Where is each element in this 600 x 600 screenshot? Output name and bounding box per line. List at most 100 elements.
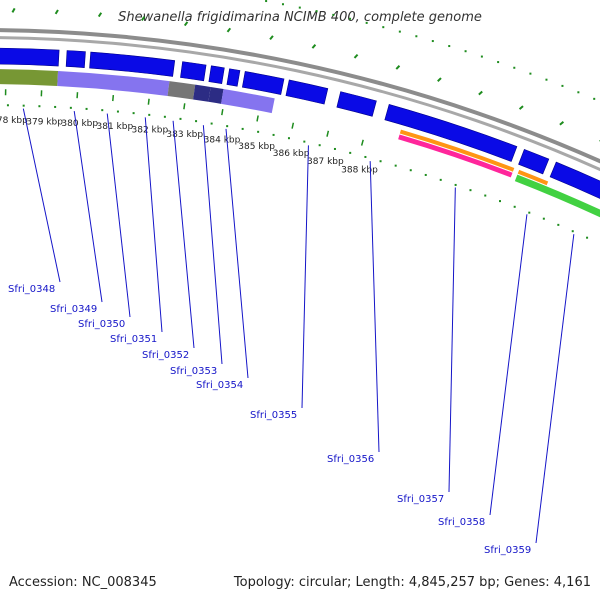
- gc-inner-dots: [163, 115, 166, 118]
- gc-outer-dots: [561, 84, 564, 87]
- gc-inner-dots: [439, 178, 442, 181]
- cds-block[interactable]: [226, 68, 241, 87]
- cog-block[interactable]: [167, 81, 196, 100]
- gene-label-sfri_0352[interactable]: Sfri_0352: [142, 350, 189, 361]
- cog-block[interactable]: [399, 129, 515, 172]
- gc-outer-dots: [593, 97, 596, 100]
- cds-block[interactable]: [242, 71, 285, 95]
- gc-outer-dots: [464, 50, 467, 53]
- cds-block[interactable]: [65, 50, 86, 68]
- gene-label-sfri_0349[interactable]: Sfri_0349: [50, 304, 97, 315]
- backbone-arc-outer: [0, 28, 600, 164]
- ruler-tick: [291, 122, 295, 129]
- cds-block[interactable]: [384, 104, 518, 162]
- gc-inner-dots: [226, 125, 229, 128]
- gene-label-sfri_0350[interactable]: Sfri_0350: [78, 319, 125, 330]
- gene-labels[interactable]: Sfri_0348 Sfri_0349 Sfri_0350 Sfri_0351 Sfri…: [8, 108, 575, 556]
- gc-inner-dots: [484, 194, 487, 197]
- gene-label-sfri_0355[interactable]: Sfri_0355: [250, 410, 297, 421]
- cog-block[interactable]: [193, 84, 211, 102]
- cds-block[interactable]: [0, 47, 60, 67]
- cog-block[interactable]: [398, 134, 513, 178]
- gc-skew-mark: [54, 9, 59, 15]
- cog-block[interactable]: [514, 174, 600, 224]
- ruler-tick-label: 386 kbp: [273, 149, 310, 159]
- gc-skew-mark: [269, 35, 274, 41]
- gc-skew-mark: [353, 53, 359, 59]
- gc-skew-mark: [11, 7, 16, 13]
- gene-label-sfri_0358[interactable]: Sfri_0358: [438, 517, 485, 528]
- gene-leader-line: [535, 234, 575, 544]
- gc-inner-dots: [22, 104, 25, 107]
- gc-outer-dots: [448, 45, 451, 48]
- gene-label-sfri_0359[interactable]: Sfri_0359: [484, 545, 531, 556]
- gc-skew-mark: [226, 27, 232, 33]
- gc-inner-dots: [272, 133, 275, 136]
- gc-skew-mark: [395, 65, 401, 70]
- ruler-tick-label: 385 kbp: [238, 142, 275, 152]
- gc-inner-dots: [54, 105, 57, 108]
- gc-inner-dots: [257, 130, 260, 133]
- gene-leader-line: [202, 125, 223, 365]
- gc-inner-dots: [85, 107, 88, 110]
- gc-inner-dots: [333, 147, 336, 150]
- gc-inner-dots: [424, 173, 427, 176]
- cds-block[interactable]: [208, 65, 225, 85]
- ruler-tick-label: 379 kbp: [26, 117, 63, 127]
- gene-leader-line: [144, 117, 163, 333]
- ruler-tick-label: 387 kbp: [307, 157, 344, 167]
- cds-block[interactable]: [518, 148, 550, 175]
- gc-skew-mark: [140, 16, 146, 22]
- gene-label-sfri_0348[interactable]: Sfri_0348: [8, 284, 55, 295]
- gc-inner-dots: [513, 205, 516, 208]
- cds-block[interactable]: [549, 161, 600, 199]
- cds-block[interactable]: [285, 79, 329, 105]
- gc-inner-dots: [394, 164, 397, 167]
- gene-label-sfri_0354[interactable]: Sfri_0354: [196, 380, 243, 391]
- gene-label-sfri_0356[interactable]: Sfri_0356: [327, 454, 374, 465]
- gc-outer-dots: [281, 3, 284, 6]
- gc-inner-dots: [349, 151, 352, 154]
- cog-block[interactable]: [0, 69, 59, 87]
- gc-skew-mark: [559, 121, 565, 126]
- ruler-tick: [326, 130, 330, 137]
- ruler-tick-label: 384 kbp: [204, 136, 241, 146]
- gene-leader-line: [22, 108, 61, 283]
- ruler-tick-label: 378 kbp: [0, 116, 28, 126]
- gc-skew-mark: [518, 105, 524, 110]
- ruler-tick-label: 381 kbp: [97, 122, 134, 132]
- gene-leader-line: [369, 161, 380, 453]
- cds-block[interactable]: [336, 91, 377, 117]
- gc-inner-dots: [132, 112, 135, 115]
- cog-block[interactable]: [57, 71, 170, 96]
- cog-block[interactable]: [221, 89, 275, 114]
- gc-inner-dots: [303, 140, 306, 143]
- gc-inner-dots: [38, 105, 41, 108]
- cds-block[interactable]: [180, 61, 207, 82]
- cds-track: [0, 47, 600, 199]
- gene-label-sfri_0351[interactable]: Sfri_0351: [110, 334, 157, 345]
- gc-content-track: [6, 0, 600, 239]
- gene-label-sfri_0353[interactable]: Sfri_0353: [170, 366, 217, 377]
- cog-block[interactable]: [208, 86, 224, 104]
- gc-inner-dots: [6, 104, 9, 107]
- gene-leader-line: [448, 187, 456, 493]
- gc-outer-dots: [382, 26, 385, 29]
- gene-leader-line: [225, 128, 249, 379]
- cds-block[interactable]: [89, 51, 176, 77]
- gc-inner-dots: [241, 127, 244, 130]
- gc-inner-dots: [179, 117, 182, 120]
- gc-skew-mark: [437, 77, 442, 82]
- gc-inner-dots: [379, 160, 382, 163]
- gc-inner-dots: [195, 120, 198, 123]
- gc-inner-dots: [454, 183, 457, 186]
- gc-skew-mark: [478, 90, 483, 96]
- gc-inner-dots: [528, 211, 531, 214]
- gc-inner-dots: [148, 113, 151, 116]
- gc-inner-dots: [318, 144, 321, 147]
- gene-leader-line: [489, 214, 528, 516]
- gene-label-sfri_0357[interactable]: Sfri_0357: [397, 494, 444, 505]
- cog-block[interactable]: [517, 169, 549, 186]
